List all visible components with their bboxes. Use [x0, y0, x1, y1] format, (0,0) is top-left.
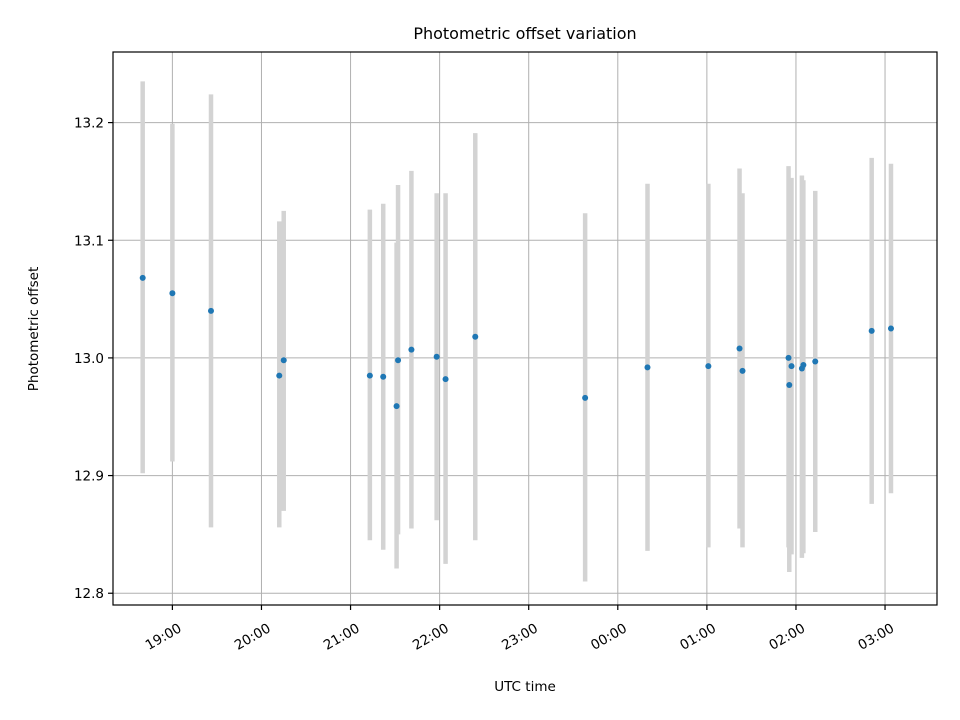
- x-axis-label: UTC time: [494, 679, 556, 695]
- data-point: [868, 327, 875, 334]
- y-axis-label: Photometric offset: [26, 267, 42, 391]
- data-point: [395, 357, 402, 364]
- data-point: [736, 345, 743, 352]
- data-point: [786, 381, 793, 388]
- x-tick-label: 02:00: [766, 620, 808, 653]
- x-tick-label: 20:00: [232, 620, 274, 653]
- x-tick-label: 23:00: [499, 620, 541, 653]
- data-point: [393, 403, 400, 410]
- data-point: [280, 357, 287, 364]
- data-point: [785, 354, 792, 361]
- y-axis-ticks: 12.8 12.9 13.0 13.1 13.2: [74, 116, 113, 602]
- x-tick-label: 19:00: [143, 620, 185, 653]
- data-point: [139, 274, 146, 281]
- data-point: [788, 363, 795, 370]
- data-point: [887, 325, 894, 332]
- data-point: [380, 373, 387, 380]
- x-tick-label: 01:00: [677, 620, 719, 653]
- x-tick-label: 00:00: [588, 620, 630, 653]
- data-point: [408, 346, 415, 353]
- x-tick-label: 03:00: [855, 620, 897, 653]
- data-point: [705, 363, 712, 370]
- x-axis-ticks: 19:00 20:00 21:00 22:00 23:00 00:00 01:00 02:00…: [143, 605, 897, 654]
- data-point: [366, 372, 373, 379]
- data-point: [644, 364, 651, 371]
- data-point: [739, 367, 746, 374]
- data-point: [207, 307, 214, 314]
- y-tick-label: 13.0: [74, 351, 104, 367]
- plot-frame: [112, 51, 938, 606]
- data-point: [582, 394, 589, 401]
- y-tick-label: 13.2: [74, 116, 104, 132]
- chart-title: Photometric offset variation: [413, 24, 636, 43]
- data-point: [169, 290, 176, 297]
- data-point: [433, 353, 440, 360]
- data-point: [800, 361, 807, 368]
- y-tick-label: 12.9: [74, 469, 104, 485]
- y-tick-label: 13.1: [74, 233, 104, 249]
- x-tick-label: 21:00: [321, 620, 363, 653]
- data-point: [442, 376, 449, 383]
- point-layer: [139, 274, 894, 410]
- y-tick-label: 12.8: [74, 586, 104, 602]
- data-point: [276, 372, 283, 379]
- data-point: [472, 333, 479, 340]
- data-point: [812, 358, 819, 365]
- errorbar-layer: [140, 81, 894, 582]
- x-tick-label: 22:00: [410, 620, 452, 653]
